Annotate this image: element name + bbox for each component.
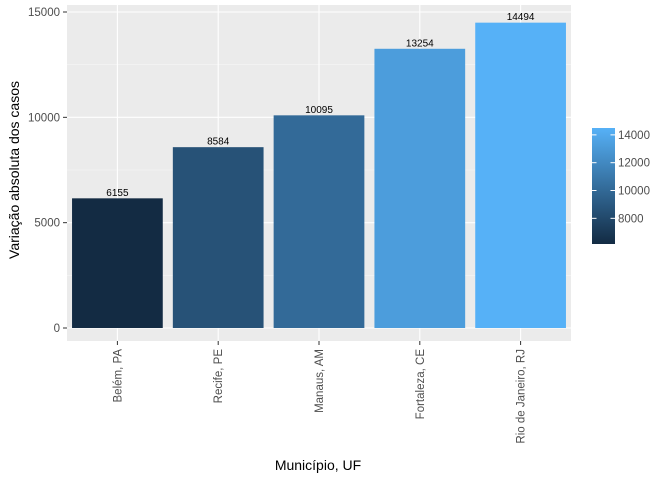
data-labels: 6155 8584 10095 13254 14494: [106, 12, 535, 199]
legend-tick-label: 10000: [618, 186, 650, 198]
y-tick-label: 0: [54, 323, 60, 335]
bar: [273, 115, 365, 328]
y-tick-label: 10000: [28, 112, 60, 124]
legend-tick-label: 12000: [618, 158, 650, 170]
legend-tick-label: 8000: [618, 213, 644, 225]
legend-tick-label: 14000: [618, 130, 650, 142]
y-axis: 0 5000 10000 15000: [28, 7, 67, 335]
y-tick-label: 5000: [34, 218, 60, 230]
x-tick-label: Rio de Janeiro, RJ: [516, 349, 528, 444]
bar-value-label: 13254: [406, 38, 434, 49]
x-tick-label: Recife, PE: [213, 349, 225, 404]
x-tick-label: Fortaleza, CE: [415, 349, 427, 420]
bar-value-label: 6155: [106, 188, 129, 199]
x-axis: Belém, PA Recife, PE Manaus, AM Fortaleza, …: [112, 341, 528, 444]
x-axis-title: Município, UF: [275, 457, 361, 473]
color-legend: 8000 10000 12000 14000: [592, 128, 650, 244]
bar: [475, 22, 566, 329]
y-axis-title: Variação absoluta dos casos: [6, 81, 22, 259]
y-tick-label: 15000: [28, 7, 60, 19]
bar-value-label: 14494: [507, 12, 535, 23]
bar-value-label: 10095: [305, 105, 333, 116]
bar: [172, 147, 264, 328]
bar-value-label: 8584: [207, 137, 230, 148]
x-tick-label: Manaus, AM: [314, 349, 326, 413]
bars: [72, 22, 566, 329]
legend-colorbar: [592, 128, 615, 244]
x-tick-label: Belém, PA: [112, 349, 124, 403]
bar: [374, 48, 466, 328]
bar: [72, 198, 163, 328]
